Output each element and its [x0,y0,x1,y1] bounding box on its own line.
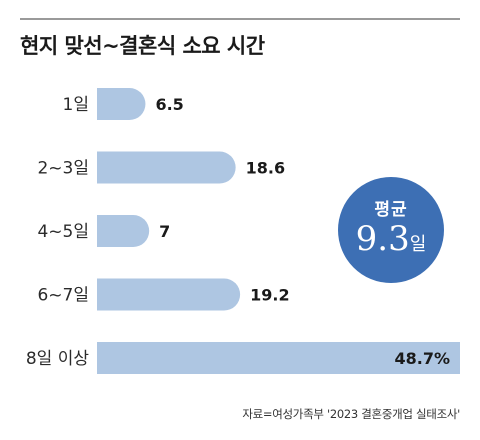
bars-group: 1일 6.5 2~3일 18.6 4~5일 7 6~7일 19.2 8일 이상 48.7% [26,88,460,374]
bar [97,151,236,184]
category-label: 4~5일 [37,222,89,242]
bar [97,278,241,311]
source-note: 자료=여성가족부 '2023 결혼중개업 실태조사' [242,407,460,421]
average-value-unit: 일 [409,234,427,255]
bar [97,215,150,247]
value-label: 18.6 [246,159,285,178]
average-badge-label: 평균 [374,200,408,220]
category-label: 8일 이상 [26,349,89,369]
value-label: 48.7% [394,349,450,368]
top-rule [20,18,460,20]
chart-title: 현지 맞선~결혼식 소요 시간 [20,34,265,58]
category-label: 6~7일 [37,286,89,306]
bar [97,342,460,374]
average-value-number: 9.3 [355,219,410,259]
category-label: 1일 [63,95,89,115]
value-label: 19.2 [250,286,289,305]
bar [97,88,146,120]
average-badge-value: 9.3일 [338,219,444,259]
average-badge: 평균 9.3일 [338,177,444,283]
value-label: 7 [159,222,170,241]
value-label: 6.5 [155,95,183,114]
category-label: 2~3일 [37,159,89,179]
